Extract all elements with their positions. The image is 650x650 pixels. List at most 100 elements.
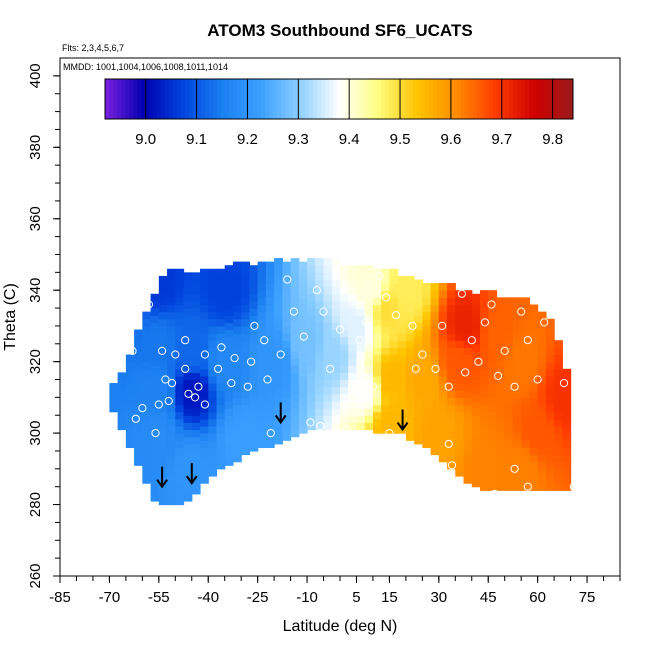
heatmap-cell — [175, 347, 185, 356]
heatmap-cell — [529, 354, 539, 363]
heatmap-cell — [232, 404, 242, 413]
heatmap-cell — [447, 311, 456, 320]
heatmap-cell — [282, 361, 292, 370]
colorbar-swatch — [317, 79, 322, 119]
heatmap-cell — [191, 350, 201, 359]
heatmap-cell — [315, 315, 325, 323]
observation-point — [546, 296, 555, 305]
heatmap-cell — [150, 386, 160, 395]
heatmap-cell — [150, 486, 160, 495]
heatmap-cell — [537, 425, 547, 434]
heatmap-cell — [430, 433, 440, 441]
heatmap-cell — [463, 340, 473, 348]
heatmap-cell — [175, 425, 185, 434]
heatmap-cell — [356, 393, 366, 402]
heatmap-cell — [183, 408, 193, 416]
heatmap-cell — [372, 425, 382, 434]
heatmap-cell — [208, 368, 218, 377]
heatmap-cell — [208, 340, 218, 348]
heatmap-cell — [529, 397, 539, 406]
colorbar-swatch — [545, 79, 550, 119]
observation-point — [200, 350, 209, 359]
heatmap-cell — [315, 408, 325, 416]
heatmap-cell — [241, 418, 251, 427]
observation-point — [299, 332, 308, 341]
heatmap-cell — [265, 361, 275, 370]
observation-point — [517, 307, 526, 316]
colorbar-swatch — [565, 79, 570, 119]
heatmap-cell — [414, 336, 423, 345]
heatmap-cell — [331, 258, 341, 266]
heatmap-cell — [504, 354, 514, 363]
heatmap-cell — [249, 415, 259, 423]
heatmap-cell — [529, 311, 539, 320]
heatmap-cell — [232, 340, 242, 348]
heatmap-cell — [372, 383, 382, 391]
heatmap-cell — [241, 283, 251, 291]
heatmap-cell — [562, 468, 572, 477]
heatmap-cell — [414, 279, 423, 288]
heatmap-cell — [554, 468, 563, 477]
heatmap-cell — [529, 447, 539, 456]
heatmap-cell — [183, 329, 193, 338]
heatmap-cell — [208, 390, 218, 398]
heatmap-cell — [389, 397, 399, 406]
heatmap-cell — [471, 372, 481, 381]
heatmap-cell — [241, 333, 251, 341]
heatmap-cell — [167, 461, 176, 470]
heatmap-cell — [257, 397, 267, 406]
heatmap-cell — [323, 322, 333, 331]
heatmap-cell — [447, 340, 456, 348]
heatmap-cell — [307, 408, 316, 416]
colorbar-swatch — [409, 79, 414, 119]
heatmap-cell — [315, 293, 325, 302]
heatmap-cell — [381, 325, 391, 334]
colorbar-swatch — [557, 79, 562, 119]
heatmap-cell — [191, 365, 201, 373]
heatmap-cell — [158, 390, 168, 398]
heatmap-cell — [537, 440, 547, 448]
heatmap-cell — [134, 379, 143, 388]
colorbar-swatch — [553, 79, 558, 119]
heatmap-cell — [381, 383, 391, 391]
observation-point — [559, 379, 569, 388]
heatmap-cell — [537, 390, 547, 398]
heatmap-cell — [381, 411, 391, 420]
heatmap-cell — [183, 372, 193, 381]
observation-point — [128, 346, 137, 355]
heatmap-cell — [529, 340, 539, 348]
heatmap-cell — [298, 283, 308, 291]
heatmap-cell — [340, 279, 349, 288]
heatmap-cell — [323, 329, 333, 338]
heatmap-cell — [109, 390, 119, 398]
heatmap-cell — [142, 390, 152, 398]
heatmap-cell — [422, 290, 432, 298]
heatmap-cell — [298, 354, 308, 363]
heatmap-cell — [430, 347, 440, 356]
heatmap-cell — [340, 350, 349, 359]
heatmap-cell — [447, 290, 456, 298]
heatmap-cell — [537, 454, 547, 463]
heatmap-cell — [562, 440, 572, 448]
heatmap-cell — [455, 304, 465, 313]
heatmap-cell — [307, 315, 316, 323]
heatmap-cell — [216, 390, 226, 398]
heatmap-cell — [496, 383, 506, 391]
heatmap-cell — [158, 418, 168, 427]
heatmap-cell — [241, 375, 251, 384]
heatmap-cell — [191, 450, 201, 459]
heatmap-cell — [200, 304, 209, 313]
heatmap-cell — [405, 304, 415, 313]
heatmap-cell — [397, 325, 407, 334]
heatmap-cell — [175, 375, 185, 384]
heatmap-cell — [348, 350, 358, 359]
heatmap-cell — [348, 329, 358, 338]
heatmap-cell — [224, 386, 234, 395]
heatmap-cell — [249, 272, 259, 281]
heatmap-cell — [307, 358, 316, 366]
heatmap-cell — [455, 347, 465, 356]
heatmap-cell — [150, 408, 160, 416]
heatmap-cell — [307, 393, 316, 402]
heatmap-cell — [200, 325, 209, 334]
heatmap-cell — [348, 372, 358, 381]
